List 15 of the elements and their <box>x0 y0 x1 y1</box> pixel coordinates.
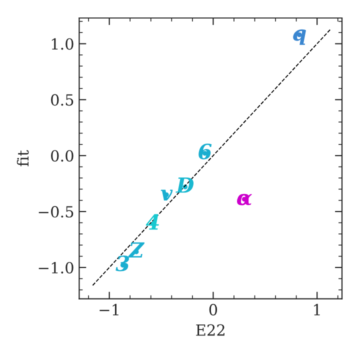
y-axis-title: fit <box>16 150 29 166</box>
annotation: 3 <box>116 256 129 272</box>
y-tick-label: 0.0 <box>51 150 74 162</box>
annotation: 6 <box>198 144 212 160</box>
y-tick-label: −1.0 <box>38 262 74 274</box>
x-tick-label: 1 <box>314 304 320 316</box>
annotation: α <box>237 194 252 206</box>
annotation: D <box>176 177 194 193</box>
annotation: q <box>293 29 306 45</box>
y-tick-label: −0.5 <box>38 206 74 218</box>
y-tick-label: 1.0 <box>52 38 74 50</box>
x-tick-label: −1 <box>100 304 118 316</box>
x-axis-title: E22 <box>196 324 224 336</box>
x-tick-label: 0 <box>209 304 218 316</box>
y-tick-label: 0.5 <box>51 94 74 106</box>
